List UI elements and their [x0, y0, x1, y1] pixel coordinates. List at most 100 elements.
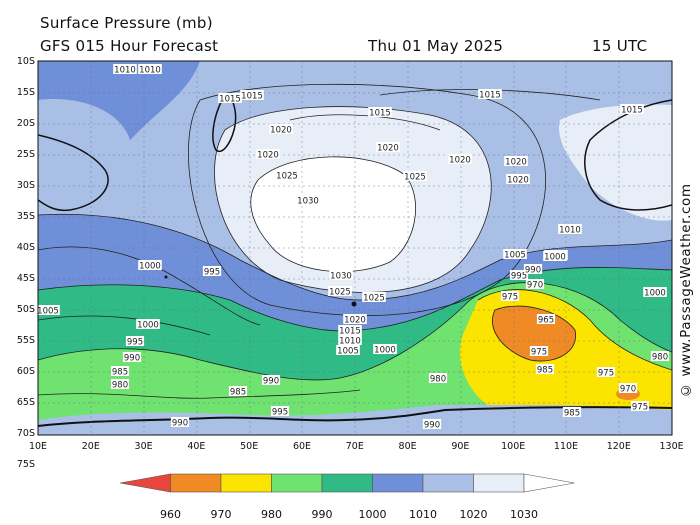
contour-label-bg	[368, 107, 392, 117]
contour-label: 990	[525, 266, 541, 276]
contour-label: 1000	[139, 262, 161, 272]
longitude-label: 30E	[134, 441, 153, 452]
longitude-label: 60E	[292, 441, 312, 452]
longitude-label: 10E	[28, 441, 48, 452]
longitude-label: 20E	[81, 441, 100, 452]
contour-label-bg	[376, 142, 400, 152]
contour-label: 1030	[297, 197, 319, 207]
colorbar-value: 970	[210, 508, 232, 521]
contour-label-bg	[336, 345, 360, 355]
contour-label-bg	[362, 292, 386, 302]
contour-label-bg	[620, 104, 644, 114]
contour-label: 1000	[644, 289, 666, 299]
longitude-label: 70E	[345, 441, 364, 452]
latitude-label: 50S	[16, 304, 35, 315]
latitude-label: 45S	[16, 273, 35, 284]
contour-label-bg	[523, 264, 543, 274]
contour-label-bg	[170, 417, 190, 427]
contour-label: 985	[230, 388, 246, 398]
contour-label: 995	[127, 338, 143, 348]
high-pressure-core	[250, 156, 416, 272]
colorbar-value: 960	[160, 508, 181, 521]
colorbar-value: 980	[261, 508, 282, 521]
contour-label: 975	[502, 293, 518, 303]
contour-label: 990	[263, 377, 279, 387]
contour-label-bg	[328, 286, 352, 296]
colorbar-value: 1010	[409, 508, 437, 521]
colorbar-value: 1020	[459, 508, 488, 521]
contour-label: 1020	[449, 156, 471, 166]
contour-label-bg	[503, 249, 527, 259]
latitude-label: 30S	[16, 180, 35, 191]
contour-label-bg	[110, 379, 130, 389]
contour-label-bg	[529, 346, 549, 356]
contour-label: 1010	[339, 337, 361, 347]
contour-label: 1010	[139, 66, 161, 76]
madagascar-coastline	[212, 94, 237, 152]
contour-label: 1015	[241, 92, 263, 102]
contour-label-bg	[343, 314, 367, 324]
latitude-label: 55S	[16, 335, 35, 346]
contour-label: 1010	[114, 66, 136, 76]
contour-label: 990	[424, 421, 440, 431]
contour-label-bg	[125, 336, 145, 346]
contour-label-bg	[138, 64, 162, 74]
contour-label: 1005	[337, 347, 359, 357]
latitude-label: 60S	[16, 366, 35, 377]
contour-label-bg	[113, 64, 137, 74]
contour-label-bg	[535, 364, 555, 374]
contour-label-bg	[261, 375, 281, 385]
contour-label: 1020	[507, 176, 529, 186]
site-credit: © www.PassageWeather.com	[678, 183, 694, 398]
contour-label: 975	[531, 348, 547, 358]
contour-label-bg	[202, 266, 222, 276]
contour-label-bg	[428, 373, 448, 383]
latitude-label: 75S	[16, 459, 35, 470]
contour-label: 1020	[505, 158, 527, 168]
eastern-high-cell	[559, 104, 672, 221]
map-title: Surface Pressure (mb)	[40, 14, 213, 32]
africa-coastline	[38, 134, 109, 212]
contour-label: 1025	[363, 294, 385, 304]
contour-label-bg	[422, 419, 442, 429]
longitude-label: 110E	[553, 441, 579, 452]
contour-label: 1020	[377, 144, 399, 154]
longitude-label: 50E	[240, 441, 259, 452]
crozet-island	[164, 275, 168, 279]
forecast-time: 15 UTC	[592, 37, 648, 55]
longitude-label: 90E	[451, 441, 470, 452]
contour-label: 970	[620, 385, 636, 395]
contour-label-bg	[478, 89, 502, 99]
contour-label: 975	[598, 369, 614, 379]
longitude-label: 120E	[606, 441, 631, 452]
latitude-label: 25S	[16, 149, 35, 160]
latitude-label: 70S	[16, 428, 35, 439]
kerguelen-island	[351, 301, 357, 307]
contour-label-bg	[138, 260, 162, 270]
contour-label: 995	[272, 408, 288, 418]
contour-label-bg	[525, 279, 545, 289]
contour-label: 1000	[544, 253, 566, 263]
longitude-label: 40E	[187, 441, 206, 452]
longitude-label: 100E	[501, 441, 526, 452]
contour-label: 965	[538, 316, 554, 326]
contour-label-bg	[269, 124, 293, 134]
latitude-label: 35S	[16, 211, 35, 222]
contour-label-bg	[596, 367, 616, 377]
contour-label: 980	[652, 353, 668, 363]
contour-label: 1015	[219, 95, 241, 105]
contour-label: 985	[537, 366, 553, 376]
contour-label-bg	[448, 154, 472, 164]
antarctica-coastline	[38, 406, 672, 427]
contour-label: 985	[112, 368, 128, 378]
contour-label: 990	[124, 354, 140, 364]
contour-label: 1020	[257, 151, 279, 161]
contour-label-bg	[256, 149, 280, 159]
contour-label-bg	[373, 344, 397, 354]
contour-label: 980	[430, 375, 446, 385]
latitude-label: 15S	[16, 87, 35, 98]
contour-label: 1015	[621, 106, 643, 116]
contour-label-bg	[275, 170, 299, 180]
